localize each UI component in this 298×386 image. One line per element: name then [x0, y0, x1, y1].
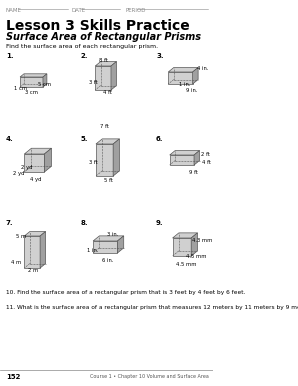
Text: 1.: 1. — [6, 53, 13, 59]
Polygon shape — [95, 61, 117, 66]
Text: 2 m: 2 m — [28, 267, 38, 273]
Text: 5 cm: 5 cm — [38, 81, 51, 86]
Text: 4.3 mm: 4.3 mm — [193, 239, 213, 244]
Polygon shape — [113, 139, 119, 176]
Text: 11. What is the surface area of a rectangular prism that measures 12 meters by 1: 11. What is the surface area of a rectan… — [6, 305, 298, 310]
Polygon shape — [43, 74, 47, 87]
Text: 5.: 5. — [80, 136, 88, 142]
Polygon shape — [24, 154, 44, 172]
Polygon shape — [93, 236, 124, 241]
Polygon shape — [20, 74, 47, 77]
Text: 3 ft: 3 ft — [89, 161, 98, 166]
Polygon shape — [96, 139, 119, 144]
Text: 8.: 8. — [80, 220, 88, 226]
Text: 4 m: 4 m — [11, 259, 21, 264]
Text: 3 in.: 3 in. — [108, 232, 119, 237]
Polygon shape — [40, 232, 46, 268]
Polygon shape — [193, 68, 198, 84]
Text: 4 yd: 4 yd — [30, 176, 41, 181]
Text: 1 in.: 1 in. — [87, 247, 99, 252]
Text: 4 ft: 4 ft — [103, 90, 112, 95]
Polygon shape — [191, 233, 198, 256]
Text: Lesson 3 Skills Practice: Lesson 3 Skills Practice — [6, 19, 190, 33]
Text: Find the surface area of each rectangular prism.: Find the surface area of each rectangula… — [6, 44, 158, 49]
Text: 8 ft: 8 ft — [99, 59, 108, 64]
Polygon shape — [96, 144, 113, 176]
Polygon shape — [117, 236, 124, 253]
Text: 5 ft: 5 ft — [104, 178, 113, 183]
Text: 3 ft: 3 ft — [89, 80, 97, 85]
Polygon shape — [20, 77, 43, 87]
Text: 4 ft: 4 ft — [203, 161, 211, 166]
Text: 7 ft: 7 ft — [100, 124, 109, 129]
Text: 4.5 mm: 4.5 mm — [186, 254, 207, 259]
Polygon shape — [111, 61, 117, 90]
Polygon shape — [44, 148, 52, 172]
Polygon shape — [24, 148, 52, 154]
Text: 6.: 6. — [156, 136, 164, 142]
Polygon shape — [95, 66, 111, 90]
Text: 1 in.: 1 in. — [179, 81, 190, 86]
Polygon shape — [24, 232, 46, 236]
Text: PERIOD: PERIOD — [125, 8, 146, 13]
Text: 152: 152 — [6, 374, 20, 380]
Text: 10. Find the surface area of a rectangular prism that is 3 feet by 4 feet by 6 f: 10. Find the surface area of a rectangul… — [6, 290, 245, 295]
Text: 5 m: 5 m — [16, 235, 27, 239]
Text: 1 cm: 1 cm — [14, 86, 27, 90]
Polygon shape — [168, 68, 198, 72]
Text: 3 cm: 3 cm — [25, 90, 38, 95]
Polygon shape — [24, 236, 40, 268]
Text: Surface Area of Rectangular Prisms: Surface Area of Rectangular Prisms — [6, 32, 201, 42]
Text: NAME: NAME — [6, 8, 21, 13]
Text: 9 ft: 9 ft — [189, 169, 198, 174]
Text: 6 in.: 6 in. — [102, 259, 113, 264]
Text: 9.: 9. — [156, 220, 164, 226]
Text: 2.: 2. — [80, 53, 88, 59]
Text: DATE: DATE — [72, 8, 86, 13]
Text: 2 yd: 2 yd — [13, 171, 24, 176]
Text: 3.: 3. — [156, 53, 164, 59]
Polygon shape — [194, 151, 200, 165]
Polygon shape — [173, 233, 198, 238]
Text: 9 in.: 9 in. — [186, 88, 198, 93]
Polygon shape — [168, 72, 193, 84]
Text: 2 ft: 2 ft — [201, 151, 210, 156]
Polygon shape — [173, 238, 191, 256]
Text: 4 in.: 4 in. — [197, 66, 208, 71]
Polygon shape — [170, 151, 200, 155]
Polygon shape — [170, 155, 194, 165]
Polygon shape — [93, 241, 117, 253]
Text: 4.: 4. — [6, 136, 13, 142]
Text: 7.: 7. — [6, 220, 13, 226]
Text: 2 yd: 2 yd — [21, 164, 32, 169]
Text: Course 1 • Chapter 10 Volume and Surface Area: Course 1 • Chapter 10 Volume and Surface… — [90, 374, 209, 379]
Text: 4.5 mm: 4.5 mm — [176, 262, 196, 267]
